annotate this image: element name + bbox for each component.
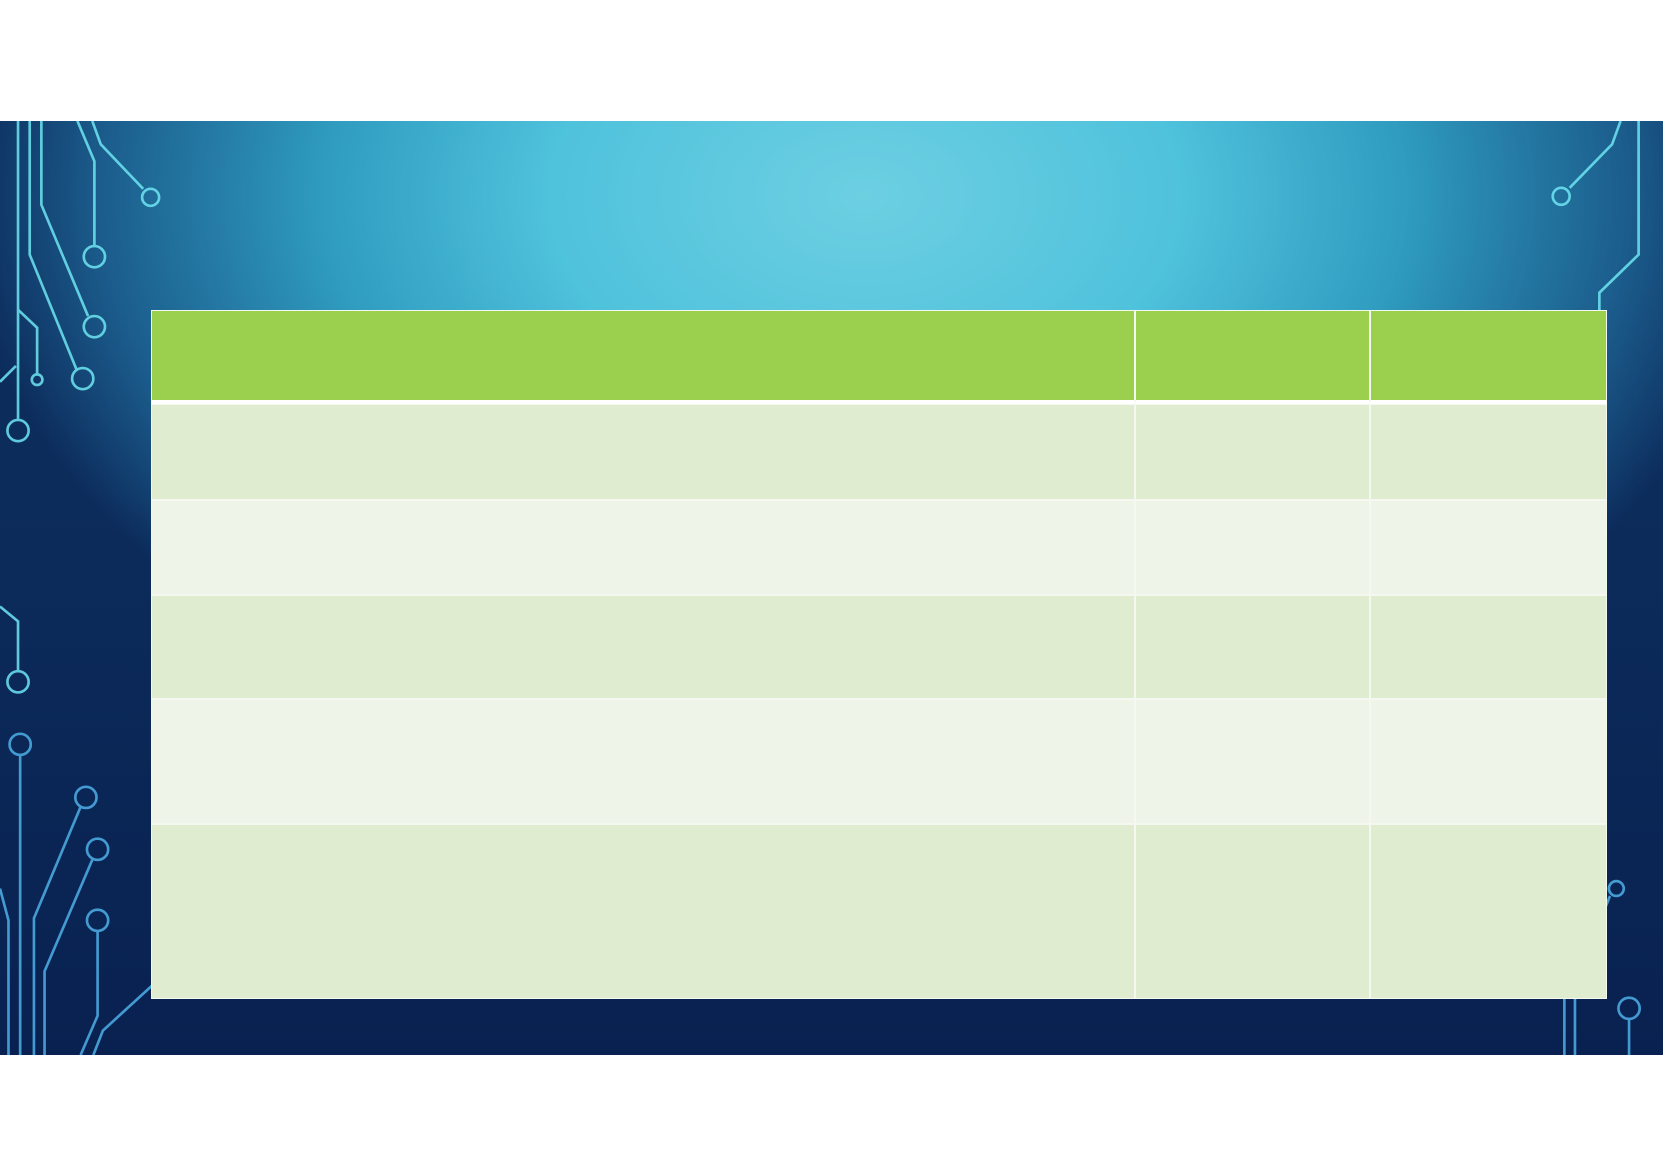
table-cell <box>1370 699 1607 824</box>
data-table <box>151 310 1607 1000</box>
table-header-cell <box>151 310 1135 404</box>
circuit-decoration-icon <box>0 121 1641 1055</box>
table-cell <box>1135 500 1370 595</box>
table-cell <box>1135 595 1370 699</box>
table-cell <box>151 595 1135 699</box>
table-cell <box>151 404 1135 500</box>
table-cell <box>1135 824 1370 999</box>
table-cell <box>1135 699 1370 824</box>
table-cell <box>151 500 1135 595</box>
table-cell <box>1370 500 1607 595</box>
table-cell <box>151 699 1135 824</box>
table-cell <box>1135 404 1370 500</box>
table-header-cell <box>1135 310 1370 404</box>
table-cell <box>151 824 1135 999</box>
table-header-cell <box>1370 310 1607 404</box>
table-cell <box>1370 404 1607 500</box>
table-cell <box>1370 824 1607 999</box>
table-cell <box>1370 595 1607 699</box>
